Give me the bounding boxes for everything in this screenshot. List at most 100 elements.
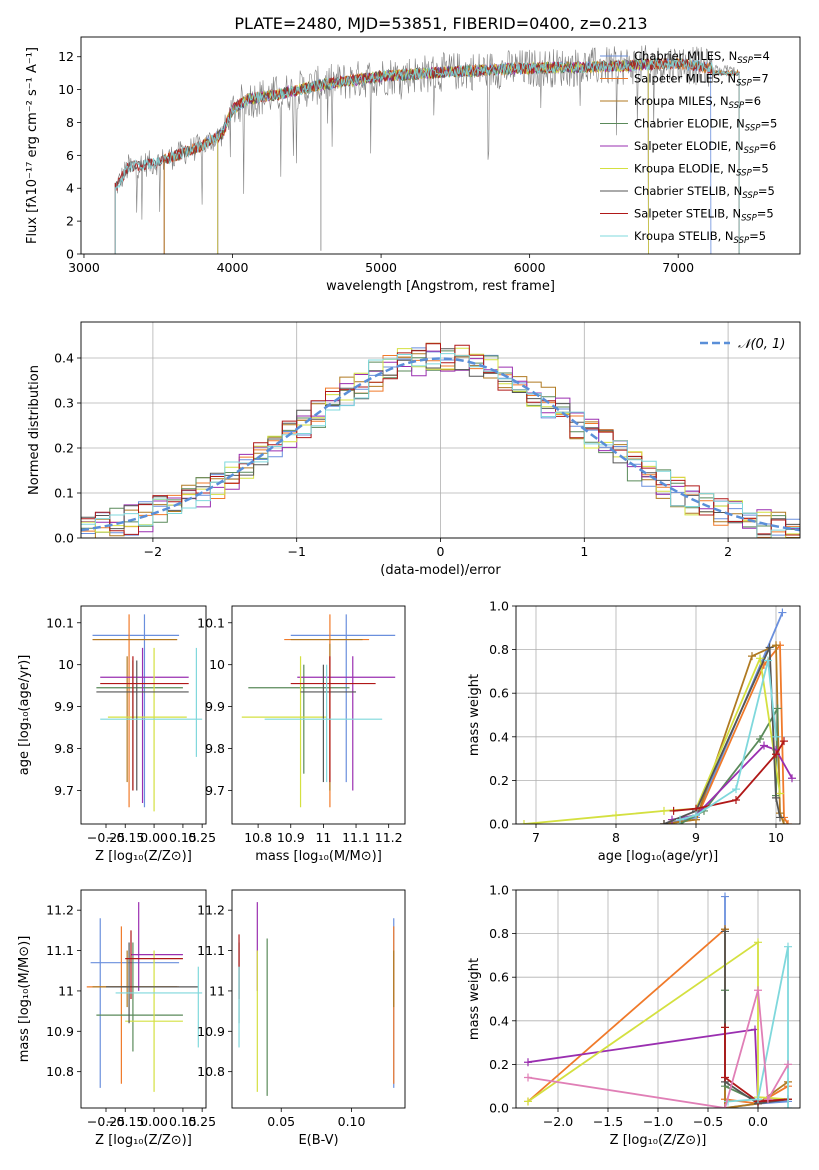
legend-label: Chabrier MILES, NSSP=4 xyxy=(634,49,770,66)
plot-area xyxy=(524,892,792,1108)
weight-marker xyxy=(748,652,756,661)
weight-line xyxy=(724,1027,789,1103)
weight-marker xyxy=(780,820,788,824)
y-tick-label: 2 xyxy=(66,214,74,229)
weight-line xyxy=(523,655,781,824)
weight-marker xyxy=(756,654,764,663)
weight-marker xyxy=(721,927,729,936)
model-spectrum-line xyxy=(217,58,649,254)
x-tick-label: −0.5 xyxy=(693,1114,723,1129)
weight-marker xyxy=(764,656,772,665)
x-tick-label: 1 xyxy=(580,544,588,559)
x-axis-label: mass [log₁₀(M/M⊙)] xyxy=(255,849,382,864)
weight-marker xyxy=(732,796,740,805)
y-tick-label: 0.0 xyxy=(54,531,74,546)
weight-line xyxy=(727,946,789,1108)
x-tick-label: 5000 xyxy=(365,260,397,275)
y-axis-label: mass [log₁₀(M/M⊙)] xyxy=(17,936,32,1063)
y-tick-label: 0.3 xyxy=(54,396,74,411)
weight-line xyxy=(724,931,789,1105)
weight-marker xyxy=(778,608,787,617)
x-tick-label: 11.2 xyxy=(375,830,403,845)
weight-marker xyxy=(524,1097,532,1106)
x-tick-label: 0.25 xyxy=(188,830,216,845)
y-tick-label: 8 xyxy=(66,115,74,130)
panel-mass-vs-ebv: 0.05 0.10 10.8 10.9 11 11.1 11.2 E(B-V) xyxy=(197,889,406,1148)
plot-area xyxy=(92,614,203,812)
weight-marker xyxy=(784,820,792,824)
x-tick-label: −1.0 xyxy=(643,1114,673,1129)
axes-frame xyxy=(80,321,801,539)
x-tick-label: 7 xyxy=(532,830,540,845)
x-axis-label: Z [log₁₀(Z/Z⊙)] xyxy=(95,1133,192,1148)
weight-marker xyxy=(754,938,762,947)
axes-frame xyxy=(80,605,207,825)
weight-line xyxy=(527,940,789,1103)
x-tick-label: −2.0 xyxy=(543,1114,573,1129)
y-tick-label: 10 xyxy=(209,657,225,672)
x-tick-label: 7000 xyxy=(662,260,694,275)
panel-weight-vs-z: −2.0 −1.5 −1.0 −0.5 0.0 0.0 0.2 0.4 0.6 0.8 1.0 Z [… xyxy=(467,883,801,1148)
legend-label: Kroupa STELIB, NSSP=5 xyxy=(634,229,766,246)
x-tick-label: 0 xyxy=(437,544,445,559)
legend-label: 𝒩(0, 1) xyxy=(738,337,785,352)
y-axis-label: Normed distribution xyxy=(27,365,42,495)
x-axis-label: E(B-V) xyxy=(298,1133,338,1148)
x-tick-label: 0.10 xyxy=(338,1114,366,1129)
y-tick-label: 1.0 xyxy=(489,599,509,614)
weight-marker xyxy=(721,892,729,901)
y-tick-label: 0.2 xyxy=(489,1057,509,1072)
weight-marker xyxy=(784,1060,792,1069)
axes-frame xyxy=(515,605,801,825)
panel-age-vs-mass: 10.8 10.9 11 11.1 11.2 9.7 9.8 9.9 10 10.1 mass [l… xyxy=(197,605,406,864)
weight-marker xyxy=(772,641,780,650)
panel-mass-vs-z: −0.25−0.150.00 0.150.25 10.8 10.9 11 11.1 11.2… xyxy=(17,889,216,1148)
x-tick-label: 0.00 xyxy=(140,830,168,845)
weight-marker xyxy=(732,785,740,794)
plot-area xyxy=(86,902,203,1092)
figure-title: PLATE=2480, MJD=53851, FIBERID=0400, z=0… xyxy=(234,14,647,33)
weight-marker xyxy=(721,1023,729,1032)
legend-label: Kroupa ELODIE, NSSP=5 xyxy=(634,162,769,179)
x-tick-label: 8 xyxy=(612,830,620,845)
y-tick-label: 12 xyxy=(58,49,74,64)
model-spectrum-line xyxy=(217,59,649,254)
residual-histogram xyxy=(81,347,800,538)
weight-marker xyxy=(660,806,668,815)
y-tick-label: 0.4 xyxy=(54,351,74,366)
y-tick-label: 6 xyxy=(66,148,74,163)
x-tick-label: −0.15 xyxy=(106,830,144,845)
residual-histogram xyxy=(81,353,800,538)
y-tick-label: 11.1 xyxy=(46,943,74,958)
y-tick-label: 10.9 xyxy=(46,1024,74,1039)
plot-area xyxy=(81,342,800,538)
weight-marker xyxy=(765,643,774,652)
weight-marker xyxy=(676,815,684,824)
weight-marker xyxy=(612,811,620,820)
x-tick-label: 0.15 xyxy=(169,1114,197,1129)
model-spectrum-line xyxy=(114,58,740,254)
weight-marker xyxy=(756,734,764,743)
weight-marker xyxy=(772,750,780,759)
plot-area xyxy=(520,608,796,824)
weight-marker xyxy=(776,813,784,822)
plot-area xyxy=(241,614,396,808)
y-tick-label: 11.2 xyxy=(197,903,225,918)
x-tick-label: −0.25 xyxy=(87,1114,125,1129)
weight-marker xyxy=(721,1073,729,1082)
y-tick-label: 10.9 xyxy=(197,1024,225,1039)
x-tick-label: −1 xyxy=(287,544,305,559)
plot-area xyxy=(114,45,740,254)
y-tick-label: 11.2 xyxy=(46,903,74,918)
legend-label: Kroupa MILES, NSSP=6 xyxy=(634,94,761,111)
y-tick-label: 10 xyxy=(58,82,74,97)
x-axis-label: Z [log₁₀(Z/Z⊙)] xyxy=(610,1133,707,1148)
model-spectrum-line xyxy=(217,58,649,254)
weight-marker xyxy=(660,820,668,824)
legend: Chabrier MILES, NSSP=4 Salpeter MILES, NS… xyxy=(600,49,777,246)
weight-marker xyxy=(669,806,678,815)
weight-line xyxy=(663,643,785,824)
x-tick-label: −1.5 xyxy=(593,1114,623,1129)
panel-weight-vs-age: 7 8 9 10 0.0 0.2 0.4 0.6 0.8 1.0 age [log₁₀(age/yr… xyxy=(467,599,801,864)
